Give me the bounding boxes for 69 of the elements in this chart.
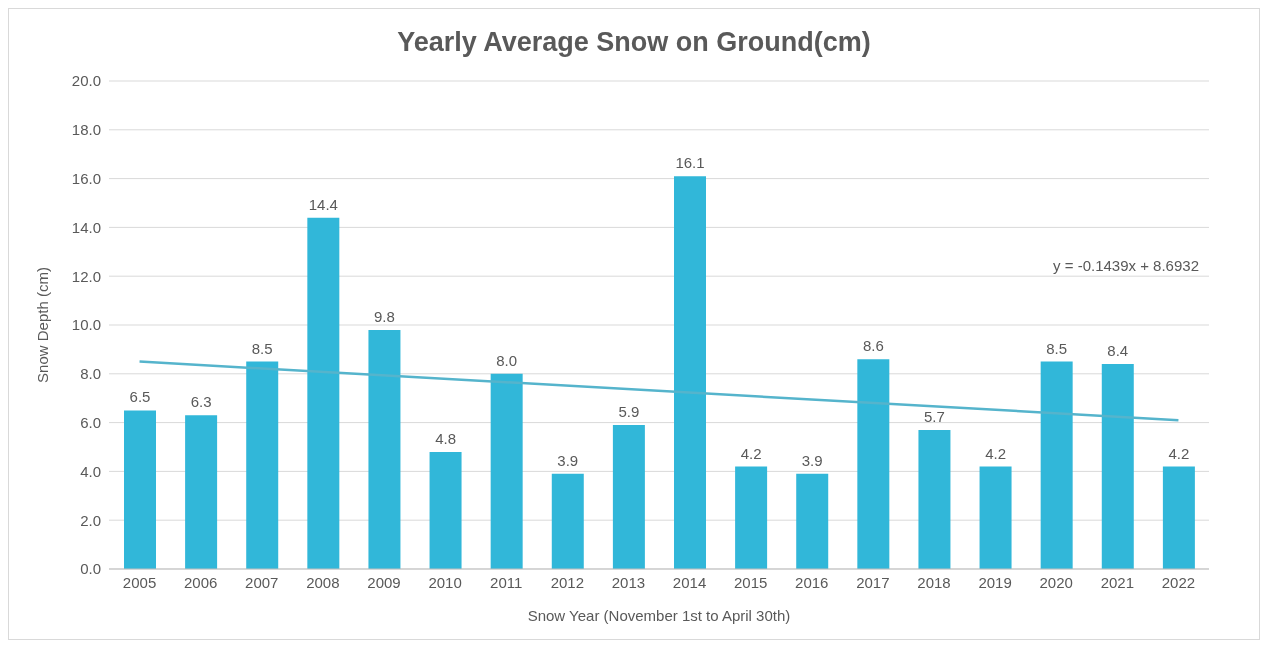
x-tick-label: 2009 xyxy=(367,573,401,591)
x-tick-label: 2007 xyxy=(245,573,279,591)
y-tick-label: 16.0 xyxy=(71,169,101,187)
annotation: y = -0.1439x + 8.6932 xyxy=(1053,257,1199,274)
bar xyxy=(1040,361,1073,569)
data-label: 8.0 xyxy=(496,351,518,369)
y-tick-label: 12.0 xyxy=(71,267,101,285)
bar xyxy=(185,415,218,569)
bar xyxy=(979,466,1012,569)
y-tick-label: 10.0 xyxy=(71,316,101,334)
bar xyxy=(368,329,401,569)
data-label: 5.7 xyxy=(924,407,945,425)
bar xyxy=(674,176,706,569)
bar xyxy=(735,466,768,569)
bar xyxy=(918,429,951,569)
x-tick-label: 2015 xyxy=(733,573,768,591)
bar xyxy=(429,451,462,569)
y-tick-label: 0.0 xyxy=(80,560,101,578)
data-label: 8.5 xyxy=(251,339,273,357)
x-axis-title: Snow Year (November 1st to April 30th) xyxy=(527,607,791,624)
data-label: 16.1 xyxy=(675,154,705,172)
y-axis-title: Snow Depth (cm) xyxy=(34,267,52,383)
bar xyxy=(612,425,645,569)
x-tick-label: 2005 xyxy=(122,573,157,591)
data-label: 4.8 xyxy=(435,429,456,447)
bar xyxy=(1162,466,1195,569)
bar xyxy=(1101,364,1134,569)
y-tick-label: 20.0 xyxy=(71,72,101,90)
data-label: 3.9 xyxy=(801,451,823,469)
x-tick-label: 2021 xyxy=(1100,573,1135,591)
x-tick-label: 2022 xyxy=(1161,573,1196,591)
bar xyxy=(246,361,279,569)
y-tick-label: 2.0 xyxy=(80,511,101,529)
x-tick-label: 2018 xyxy=(917,573,951,591)
x-tick-label: 2011 xyxy=(490,573,523,591)
data-label: 6.3 xyxy=(190,393,212,411)
x-tick-label: 2014 xyxy=(672,573,707,591)
x-tick-label: 2012 xyxy=(550,573,585,591)
y-tick-label: 8.0 xyxy=(80,365,101,383)
x-tick-label: 2020 xyxy=(1039,573,1073,591)
x-tick-label: 2006 xyxy=(183,573,218,591)
x-tick-label: 2016 xyxy=(795,573,829,591)
bar xyxy=(796,473,829,569)
data-label: 4.2 xyxy=(985,444,1006,462)
data-label: 3.9 xyxy=(557,451,579,469)
y-tick-label: 14.0 xyxy=(71,218,101,236)
y-tick-label: 18.0 xyxy=(71,121,101,139)
x-tick-label: 2019 xyxy=(978,573,1012,591)
data-label: 4.2 xyxy=(740,444,762,462)
bar xyxy=(124,410,156,569)
chart-title: Yearly Average Snow on Ground(cm) xyxy=(396,26,872,59)
data-label: 9.8 xyxy=(374,307,395,325)
bar xyxy=(551,473,584,569)
bar xyxy=(857,359,890,569)
data-label: 8.6 xyxy=(862,337,884,355)
x-tick-label: 2010 xyxy=(428,573,462,591)
x-tick-label: 2013 xyxy=(611,573,646,591)
x-tick-label: 2017 xyxy=(856,573,890,591)
data-label: 6.5 xyxy=(129,388,151,406)
y-tick-label: 4.0 xyxy=(80,462,101,480)
bar xyxy=(490,373,523,569)
data-label: 4.2 xyxy=(1168,444,1190,462)
y-tick-label: 6.0 xyxy=(80,413,101,431)
x-tick-label: 2008 xyxy=(306,573,340,591)
data-label: 8.4 xyxy=(1107,342,1129,360)
data-label: 8.5 xyxy=(1046,339,1068,357)
data-label: 14.4 xyxy=(308,195,338,213)
bar xyxy=(307,217,340,569)
data-label: 5.9 xyxy=(618,403,640,421)
